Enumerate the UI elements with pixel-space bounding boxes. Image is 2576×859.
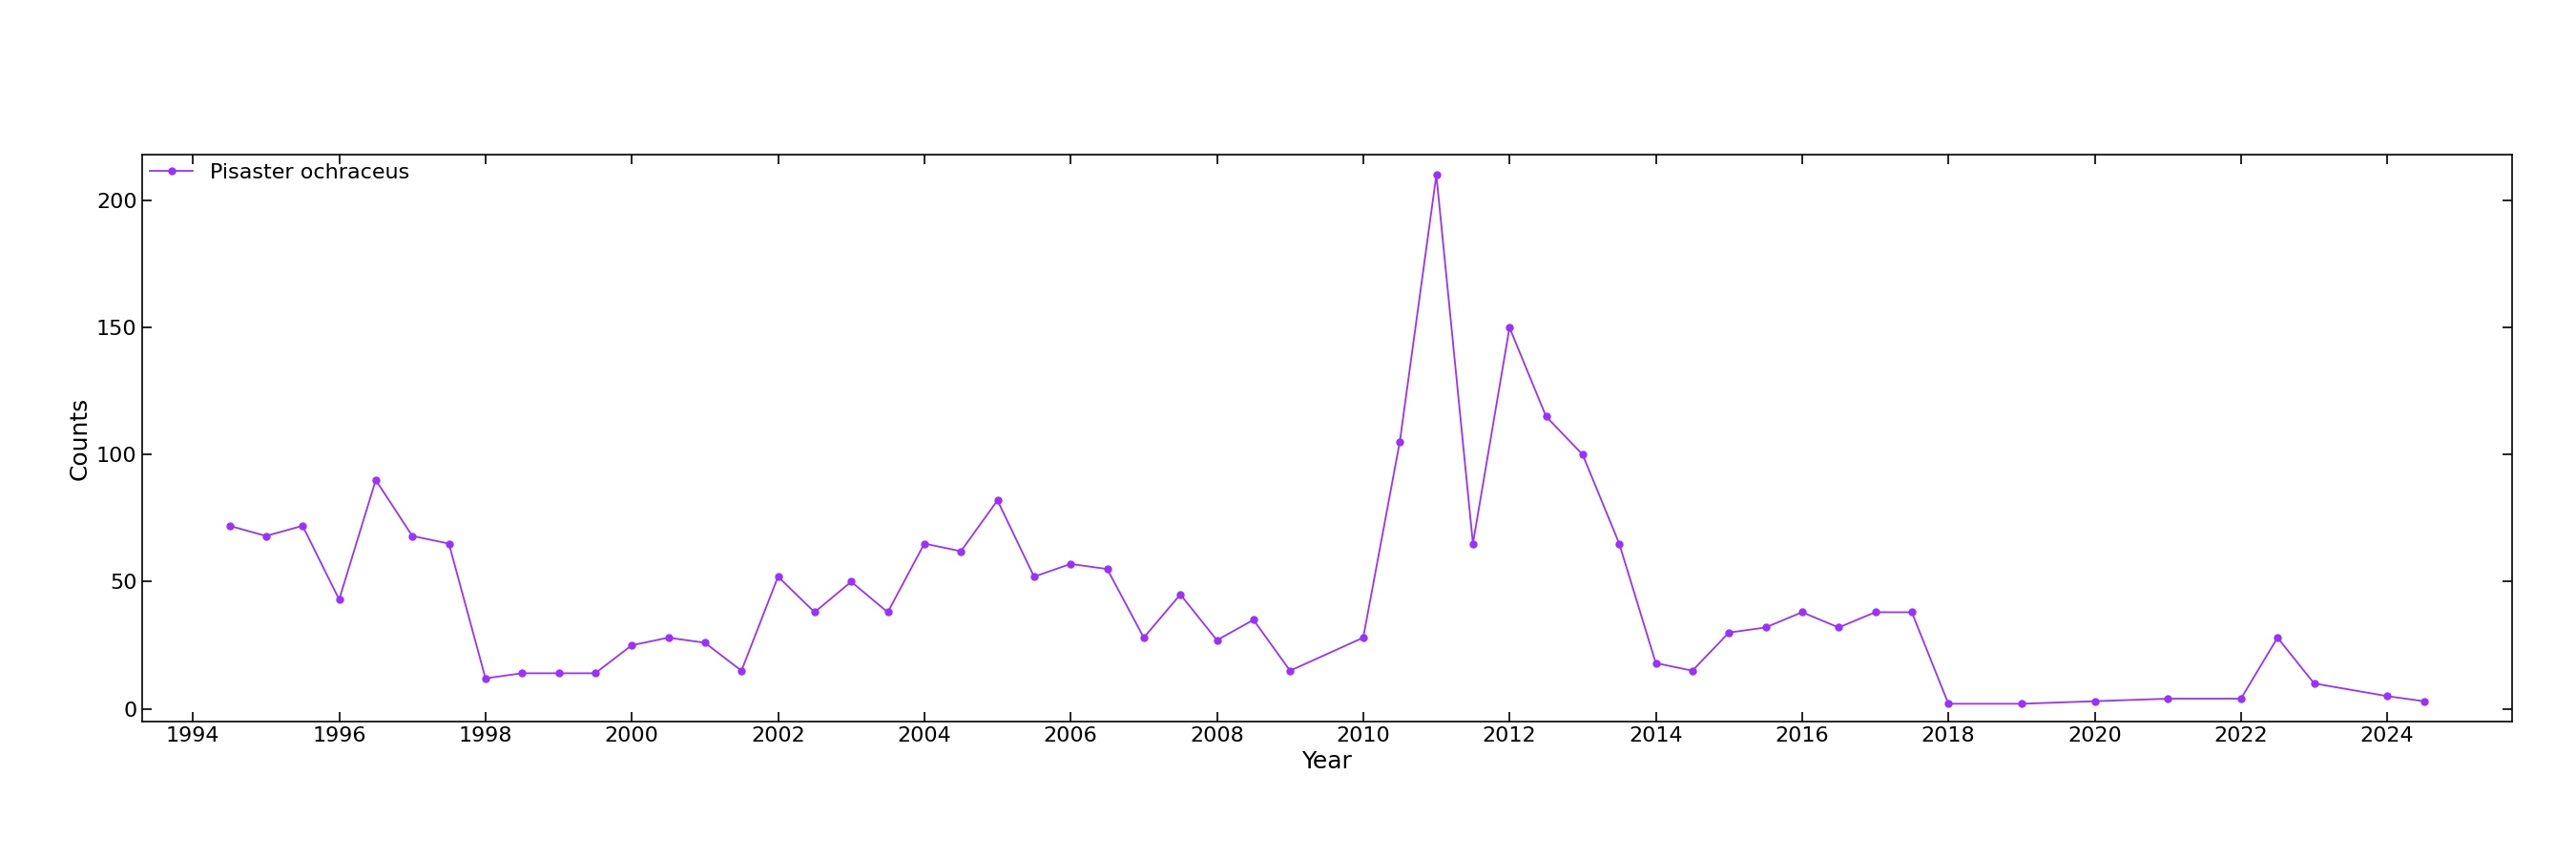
Pisaster ochraceus	[690, 637, 721, 648]
Legend: Pisaster ochraceus: Pisaster ochraceus	[142, 155, 417, 191]
Line: Pisaster ochraceus: Pisaster ochraceus	[227, 172, 2427, 707]
Pisaster ochraceus	[2372, 691, 2403, 701]
Pisaster ochraceus	[214, 521, 245, 531]
Pisaster ochraceus	[1422, 170, 1453, 180]
Pisaster ochraceus	[2409, 696, 2439, 706]
Pisaster ochraceus	[2226, 693, 2257, 704]
Pisaster ochraceus	[945, 546, 976, 557]
Pisaster ochraceus	[580, 668, 611, 679]
Pisaster ochraceus	[1932, 698, 1963, 709]
X-axis label: Year: Year	[1301, 751, 1352, 773]
Y-axis label: Counts: Counts	[67, 397, 90, 479]
Pisaster ochraceus	[433, 539, 464, 549]
